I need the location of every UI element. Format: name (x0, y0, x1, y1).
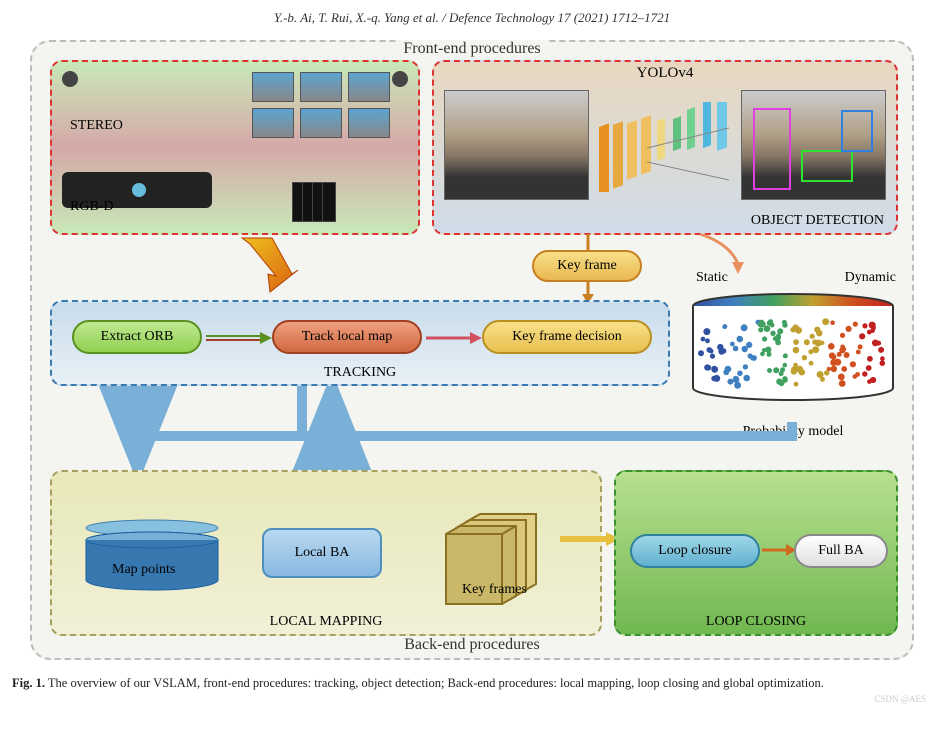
camera-input-box: STEREO RGB-D (50, 60, 420, 235)
track-to-kfd-arrow-icon (426, 332, 482, 344)
diagram-outer: Front-end procedures Back-end procedures… (30, 40, 914, 660)
keyframe-pill: Key frame (532, 250, 642, 282)
stereo-label: STEREO (70, 118, 123, 134)
rgbd-label: RGB-D (70, 199, 114, 215)
extract-orb-pill: Extract ORB (72, 320, 202, 354)
yolo-box: YOLOv4 OBJECT D (432, 60, 898, 235)
stereo-camera-graphic (52, 62, 172, 96)
watermark: CSDN @AES (874, 694, 926, 704)
map-points-cylinder (82, 518, 222, 598)
loop-closure-pill: Loop closure (630, 534, 760, 568)
track-local-map-pill: Track local map (272, 320, 422, 354)
static-label: Static (696, 270, 728, 286)
frontend-title: Front-end procedures (395, 40, 548, 58)
image-thumbnails (252, 72, 412, 232)
local-mapping-box: Map points Local BA Key frames LOCAL MAP… (50, 470, 602, 636)
loop-to-full-arrow-icon (762, 544, 796, 556)
tracking-label: TRACKING (324, 365, 396, 381)
full-ba-pill: Full BA (794, 534, 888, 568)
local-ba-box: Local BA (262, 528, 382, 578)
loop-closing-label: LOOP CLOSING (706, 614, 806, 630)
backend-title: Back-end procedures (404, 636, 540, 654)
map-points-label: Map points (112, 562, 175, 578)
tracking-box: Extract ORB Track local map Key frame de… (50, 300, 670, 386)
central-connectors (32, 386, 912, 476)
extract-to-track-arrow-icon (206, 332, 272, 344)
local-mapping-label: LOCAL MAPPING (270, 614, 383, 630)
lm-to-lc-arrow-icon (560, 532, 620, 546)
nn-layers-svg (599, 102, 739, 192)
frame-stack (292, 182, 342, 228)
input-arrow-icon (232, 234, 302, 294)
keyframes-label: Key frames (462, 582, 527, 598)
keyframe-decision-pill: Key frame decision (482, 320, 652, 354)
nn-layers (599, 102, 739, 192)
kf-up-connector (586, 234, 590, 252)
dynamic-label: Dynamic (845, 270, 896, 286)
keyframes-graphic (426, 512, 576, 622)
yolo-output-image (741, 90, 886, 200)
figure-caption: Fig. 1. The overview of our VSLAM, front… (12, 676, 824, 691)
yolo-input-image (444, 90, 589, 200)
paper-header: Y.-b. Ai, T. Rui, X.-q. Yang et al. / De… (0, 0, 944, 34)
yolo-title: YOLOv4 (637, 65, 694, 82)
loop-closing-box: Loop closure Full BA LOOP CLOSING (614, 470, 898, 636)
object-detection-label: OBJECT DETECTION (751, 213, 884, 229)
